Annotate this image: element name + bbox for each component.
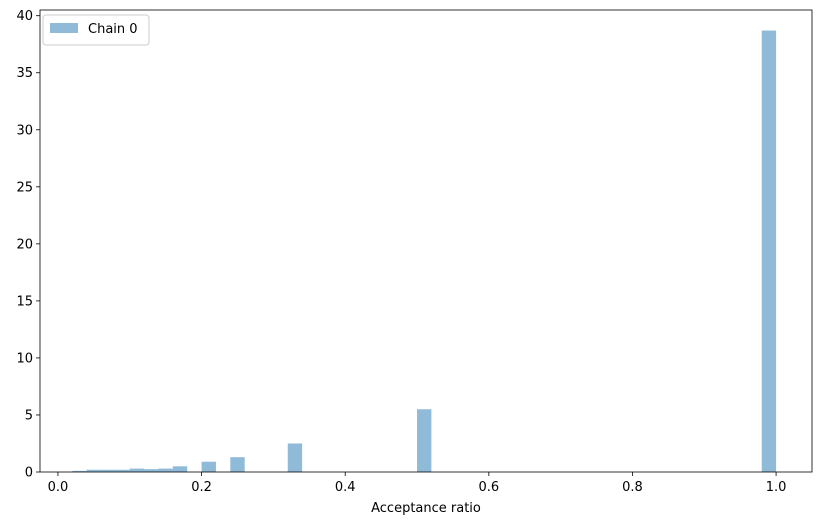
histogram-bar — [129, 468, 145, 472]
y-tick-label: 40 — [16, 9, 33, 24]
histogram-bar — [144, 469, 159, 472]
y-tick-label: 10 — [16, 351, 33, 366]
histogram-bar — [201, 461, 216, 472]
y-tick-label: 35 — [16, 66, 33, 81]
legend-swatch-chain-0 — [50, 23, 78, 33]
legend: Chain 0 — [42, 14, 150, 46]
legend-box — [42, 14, 150, 46]
x-axis-ticks: 0.0 0.2 0.4 0.6 0.8 1.0 — [48, 472, 787, 495]
x-tick-label: 0.0 — [48, 480, 69, 495]
y-tick-label: 5 — [25, 408, 33, 423]
x-tick-label: 0.2 — [191, 480, 212, 495]
histogram-bars — [72, 30, 777, 473]
y-tick-label: 30 — [16, 123, 33, 138]
y-tick-label: 25 — [16, 180, 33, 195]
y-tick-label: 15 — [16, 294, 33, 309]
histogram-bar — [86, 469, 102, 472]
histogram-bar — [230, 457, 245, 472]
legend-label-chain-0: Chain 0 — [88, 22, 138, 37]
x-axis-label: Acceptance ratio — [371, 501, 481, 516]
histogram-bar — [72, 470, 87, 472]
histogram-bar — [172, 466, 188, 472]
x-tick-label: 0.6 — [478, 480, 499, 495]
histogram-bar — [101, 469, 116, 472]
histogram-bar — [158, 468, 173, 472]
histogram-bar — [761, 30, 777, 473]
histogram-bar — [417, 409, 432, 472]
y-tick-label: 0 — [25, 466, 33, 481]
plot-frame — [39, 9, 813, 473]
x-tick-label: 0.8 — [622, 480, 643, 495]
y-axis-ticks: 0 5 10 15 20 25 30 35 40 — [16, 9, 40, 481]
histogram-bar — [115, 469, 130, 472]
y-tick-label: 20 — [16, 237, 33, 252]
x-tick-label: 0.4 — [335, 480, 356, 495]
x-tick-label: 1.0 — [766, 480, 787, 495]
histogram-bar — [287, 443, 303, 472]
